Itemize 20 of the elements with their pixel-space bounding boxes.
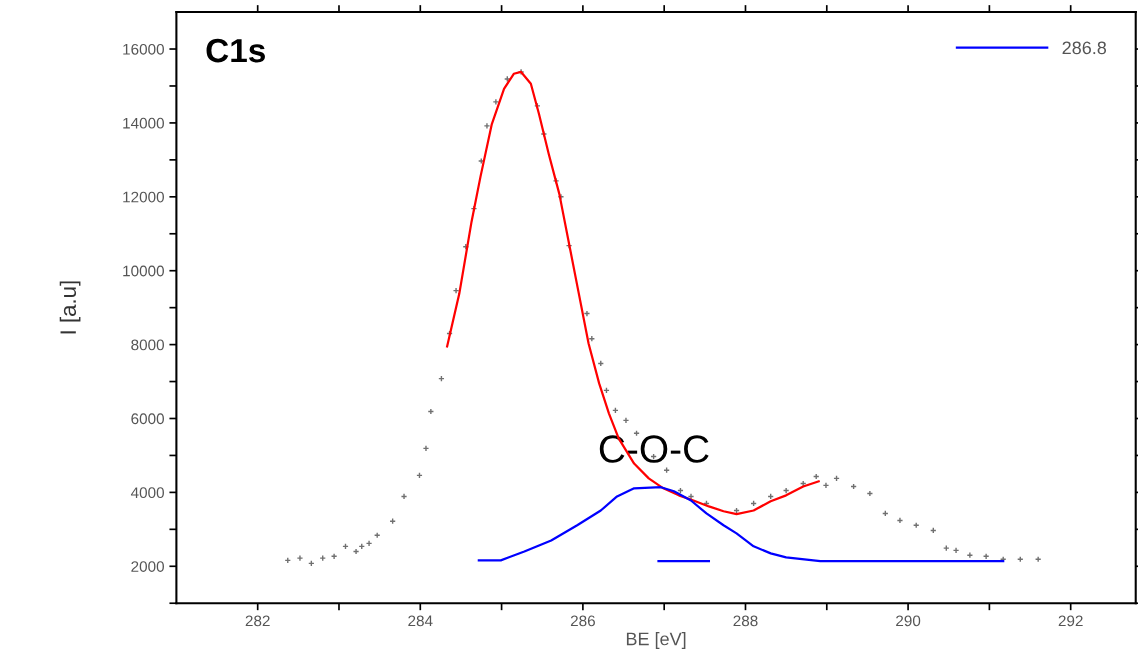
- line-series: [446, 70, 820, 516]
- x-tick-label: 292: [1058, 615, 1083, 627]
- x-tick-label: 290: [896, 615, 921, 627]
- y-tick-label: 6000: [131, 413, 164, 425]
- line-series: [477, 486, 1005, 563]
- y-tick-label: 14000: [123, 117, 164, 129]
- y-tick-label: 4000: [130, 487, 164, 499]
- x-tick-label: 286: [570, 615, 595, 627]
- x-tick-label: 284: [408, 615, 433, 627]
- y-axis-title: I [a.u]: [59, 281, 81, 334]
- y-tick-label: 8000: [131, 339, 164, 351]
- y-tick-label: 10000: [123, 265, 164, 277]
- y-tick-label: 12000: [123, 191, 164, 203]
- legend-label: 286.8: [1062, 41, 1107, 55]
- y-tick-label: 2000: [131, 561, 164, 572]
- x-tick-label: 288: [733, 615, 758, 627]
- y-tick-label: 16000: [123, 43, 164, 55]
- x-tick-label: 282: [245, 615, 270, 627]
- annotation: C1s: [206, 38, 265, 63]
- x-axis-title: BE [eV]: [626, 632, 686, 649]
